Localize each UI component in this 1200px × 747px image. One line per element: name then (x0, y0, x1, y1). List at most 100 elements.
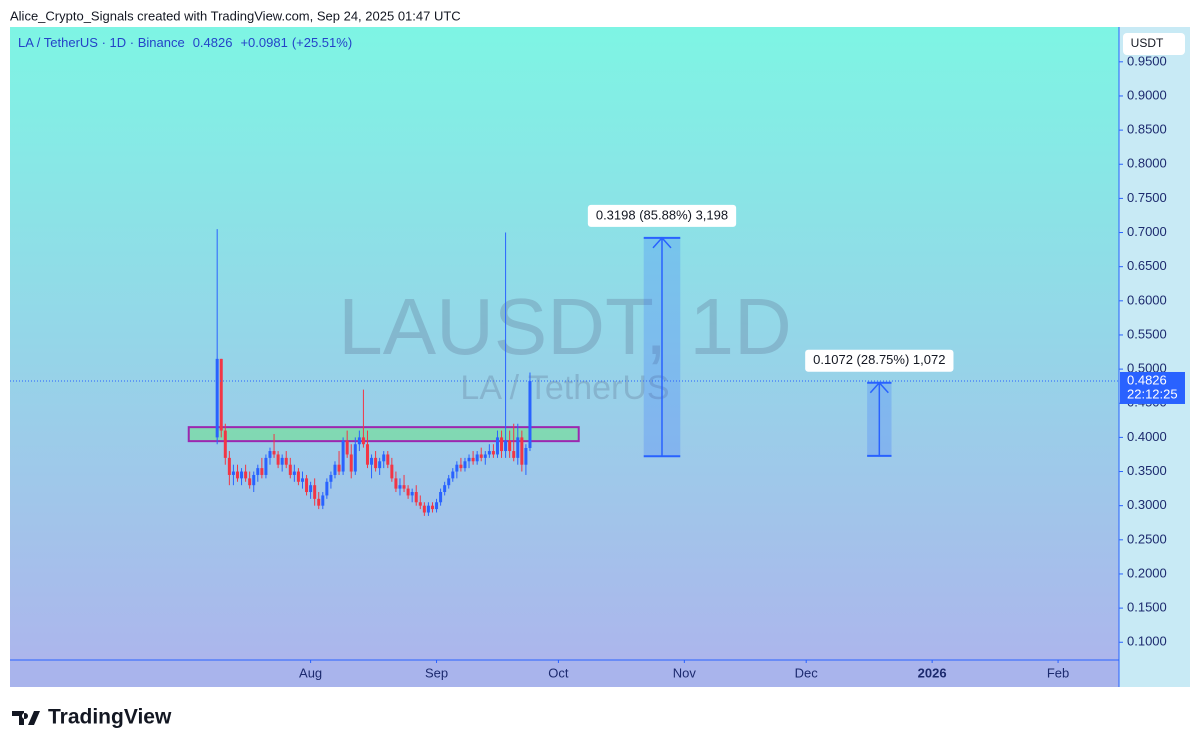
candle-body (524, 447, 528, 465)
candle-body (231, 471, 235, 475)
y-tick-label: 0.3000 (1127, 497, 1167, 512)
candle-body (300, 478, 304, 482)
candle-body (296, 471, 300, 482)
candle-body (292, 471, 296, 475)
legend-symbol: LA / TetherUS · 1D · Binance (18, 35, 185, 50)
y-tick-label: 0.5500 (1127, 326, 1167, 341)
candle-body (459, 464, 463, 469)
y-tick-label: 0.9000 (1127, 87, 1167, 102)
candle-body (479, 454, 483, 458)
candle-body (276, 454, 280, 465)
x-tick-label: Dec (795, 665, 819, 680)
candle-body (516, 437, 520, 458)
legend: LA / TetherUS · 1D · Binance 0.4826 +0.098… (18, 35, 352, 50)
candle-body (443, 485, 447, 493)
y-tick-label: 0.6000 (1127, 292, 1167, 307)
y-tick-label: 0.2500 (1127, 531, 1167, 546)
candle-body (256, 468, 260, 475)
y-tick-label: 0.8500 (1127, 122, 1167, 137)
candle-body (353, 444, 357, 472)
candle-body (398, 485, 402, 489)
candle-body (520, 437, 524, 465)
candle-body (487, 451, 491, 455)
watermark: LAUSDT, 1D (338, 282, 791, 371)
legend-last: 0.4826 (193, 35, 233, 50)
candle-body (317, 498, 321, 506)
y-tick-label: 0.1500 (1127, 600, 1167, 615)
candle-body (508, 440, 512, 452)
candle-body (260, 468, 264, 475)
candle-body (357, 437, 361, 445)
candle-body (333, 464, 337, 475)
currency[interactable]: USDT (1131, 36, 1164, 50)
x-tick-label: Aug (299, 665, 322, 680)
watermark-sub: LA / TetherUS (460, 369, 669, 407)
y-tick-label: 0.4000 (1127, 429, 1167, 444)
candle-body (406, 488, 410, 496)
x-tick-label: Oct (548, 665, 569, 680)
candle-body (378, 461, 382, 469)
candle-body (341, 440, 345, 472)
candle-body (252, 474, 256, 486)
candle-body (268, 451, 272, 458)
candle-body (402, 485, 406, 489)
candle-body (394, 478, 398, 489)
candle-body (414, 492, 418, 503)
candle-body (467, 457, 471, 462)
legend-change: +0.0981 (240, 35, 287, 50)
plot: 0.3198 (85.88%) 3,198 0.1072 (28.75%) 1,0… (10, 204, 1119, 516)
measure-label: 0.1072 (28.75%) 1,072 (813, 352, 945, 367)
candle-body (426, 505, 430, 513)
tv-logo-text: TradingView (48, 706, 172, 729)
candle-body (439, 492, 443, 503)
measure-arrow (652, 236, 672, 457)
y-tick-label: 0.7000 (1127, 224, 1167, 239)
candle-body (475, 454, 479, 462)
measure-arrow (869, 381, 889, 456)
y-tick-label: 0.5000 (1127, 361, 1167, 376)
measure-label-bg (587, 204, 737, 227)
currency-box[interactable] (1123, 33, 1185, 55)
candle-body (248, 478, 252, 486)
candle-body (528, 380, 532, 448)
y-tick-label: 0.7500 (1127, 190, 1167, 205)
candle-body (370, 457, 374, 465)
measure-label-bg (805, 349, 954, 372)
candle-body (451, 471, 455, 479)
candle-body (284, 457, 288, 465)
tv-logo-icon (12, 711, 40, 725)
candle-body (365, 444, 369, 465)
y-tick-label: 0.2000 (1127, 565, 1167, 580)
legend-change-pct: (+25.51%) (292, 35, 352, 50)
candle-body (288, 464, 292, 475)
candle-body (463, 461, 467, 469)
candle-body (495, 437, 499, 455)
candle-body (219, 358, 223, 431)
candle-body (215, 358, 219, 438)
x-tick-label: Nov (673, 665, 697, 680)
candle-body (504, 440, 508, 452)
candle-body (435, 502, 439, 510)
price-axis-bg (1119, 27, 1190, 687)
candle-body (410, 492, 414, 496)
candle-body (313, 485, 317, 499)
tv-logo (12, 711, 40, 725)
candle-body (309, 485, 313, 493)
candle-body (321, 495, 325, 506)
time-axis-bg (10, 660, 1119, 687)
y-tick-label: 0.1000 (1127, 634, 1167, 649)
y-tick-label: 0.3500 (1127, 463, 1167, 478)
candle-body (244, 471, 248, 479)
candle-body (361, 437, 365, 445)
candle-body (418, 502, 422, 506)
countdown: 22:12:25 (1127, 386, 1178, 401)
last-price-box (1120, 371, 1185, 404)
candle-body (280, 457, 284, 465)
candle-body (386, 454, 390, 465)
candle-body (422, 505, 426, 513)
candle-body (500, 437, 504, 452)
candle-body (240, 471, 244, 479)
x-tick-label: Sep (425, 665, 448, 680)
x-tick-label: 2026 (918, 665, 947, 680)
